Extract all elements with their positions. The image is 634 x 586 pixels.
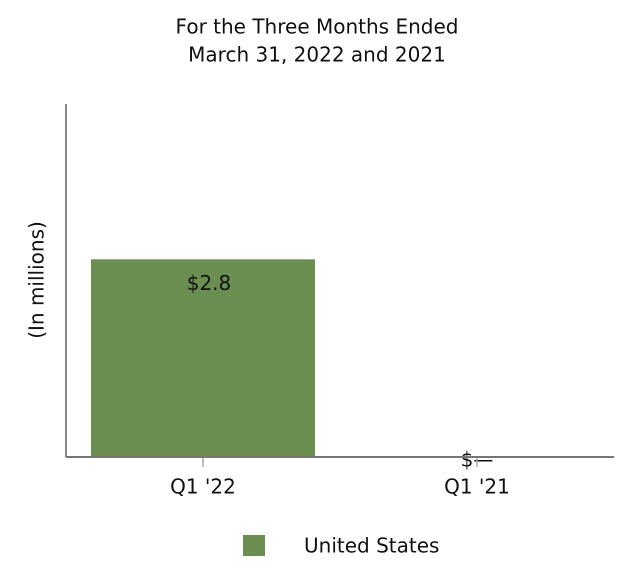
legend-swatch (243, 535, 265, 556)
y-axis-label: (In millions) (25, 221, 49, 339)
value-label: $2.8 (187, 271, 232, 295)
x-tick-label: Q1 '22 (170, 475, 236, 499)
bar (91, 259, 315, 457)
chart-title: For the Three Months Ended (176, 15, 459, 39)
legend-label: United States (304, 534, 439, 558)
chart-title: March 31, 2022 and 2021 (188, 43, 446, 67)
x-tick-label: Q1 '21 (444, 475, 510, 499)
